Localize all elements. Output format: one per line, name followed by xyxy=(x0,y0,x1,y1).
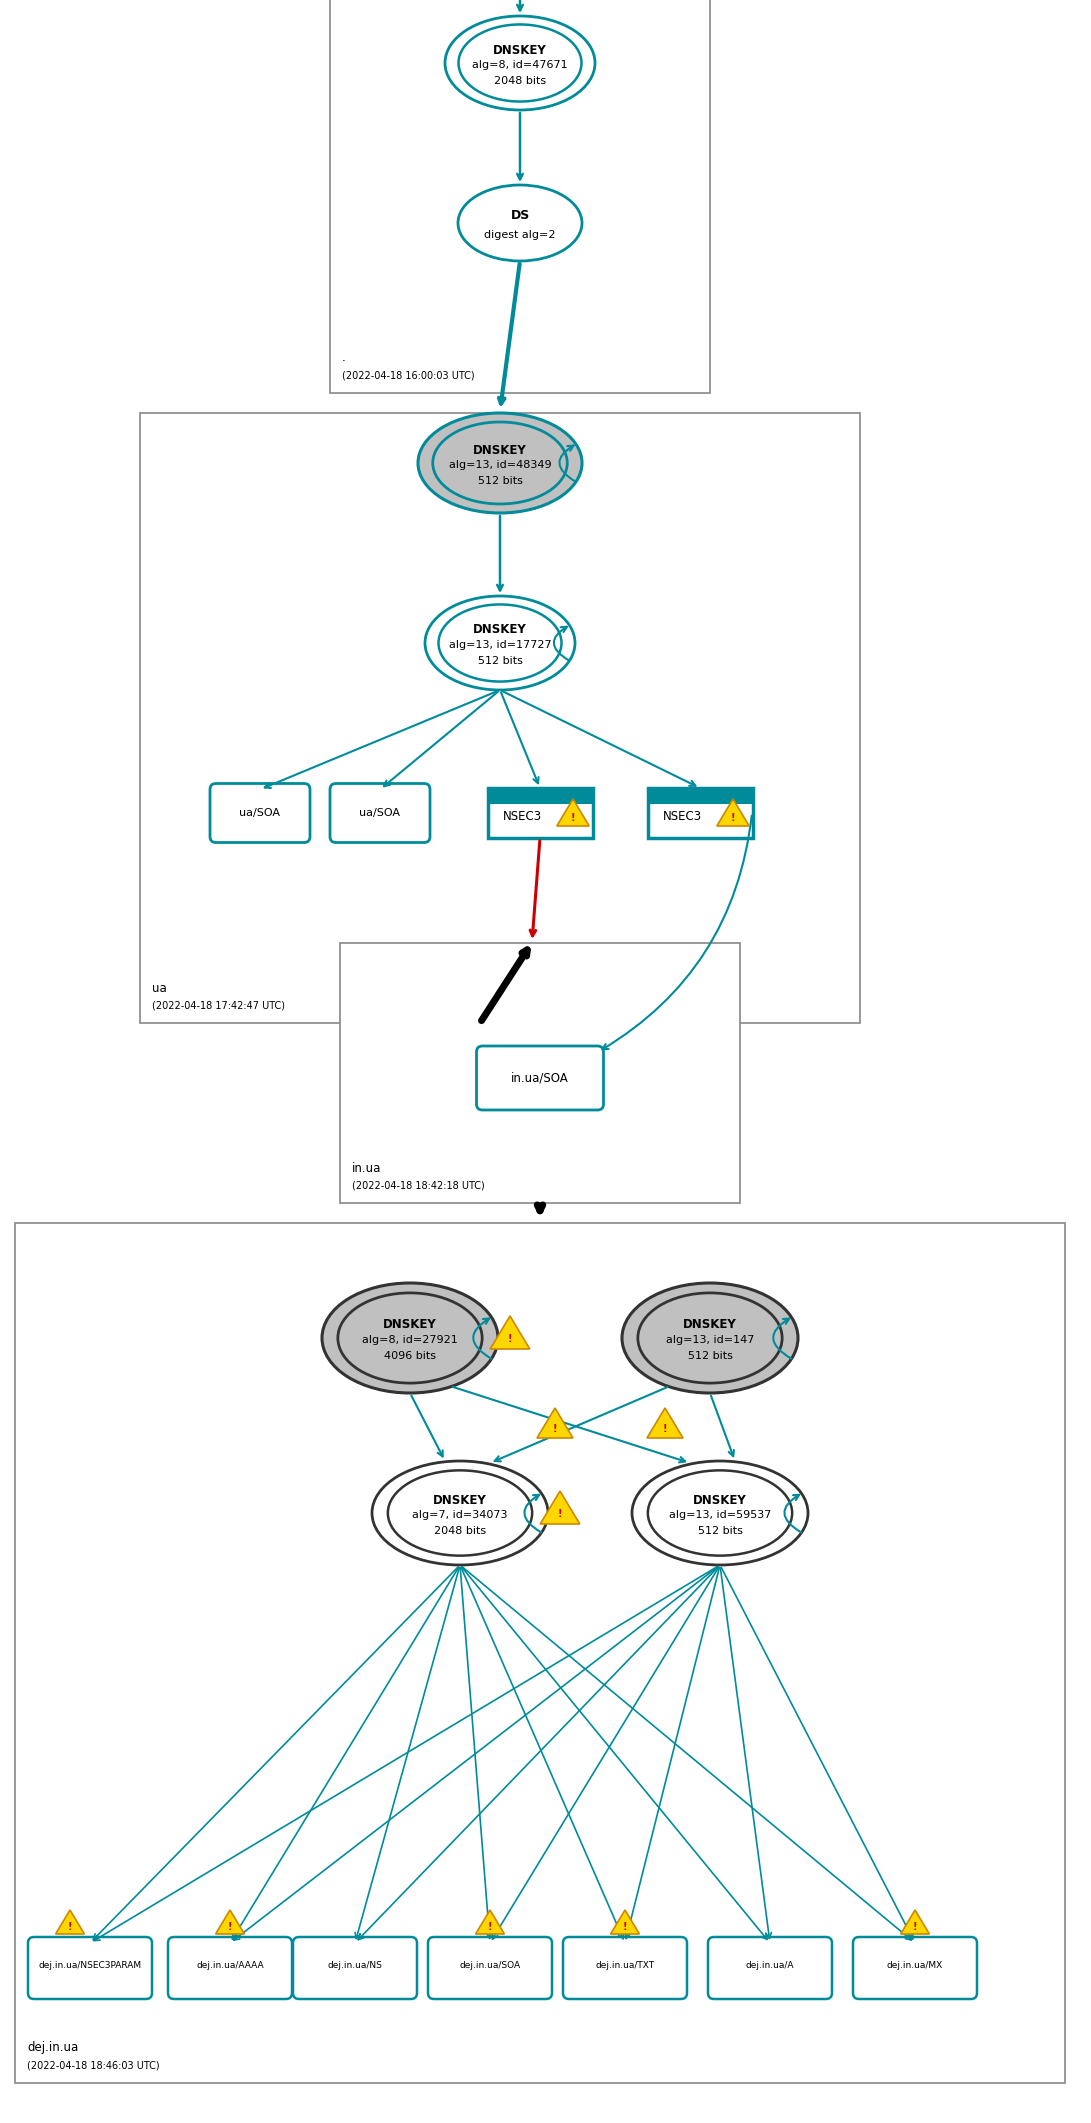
Text: dej.in.ua: dej.in.ua xyxy=(27,2042,79,2055)
Ellipse shape xyxy=(445,17,595,110)
Bar xyxy=(488,788,592,805)
Text: DNSKEY: DNSKEY xyxy=(473,444,527,456)
Ellipse shape xyxy=(338,1293,482,1382)
Polygon shape xyxy=(490,1316,530,1348)
FancyBboxPatch shape xyxy=(477,1047,603,1110)
Ellipse shape xyxy=(648,1471,792,1556)
Text: !: ! xyxy=(68,1921,72,1932)
Bar xyxy=(647,788,753,839)
Text: 4096 bits: 4096 bits xyxy=(384,1350,436,1361)
Text: !: ! xyxy=(553,1425,558,1433)
Text: 512 bits: 512 bits xyxy=(687,1350,732,1361)
Polygon shape xyxy=(717,798,750,826)
Text: DNSKEY: DNSKEY xyxy=(473,624,527,637)
Text: alg=13, id=48349: alg=13, id=48349 xyxy=(448,461,551,469)
Text: NSEC3: NSEC3 xyxy=(662,811,702,824)
Text: ua/SOA: ua/SOA xyxy=(360,809,400,817)
Ellipse shape xyxy=(418,414,582,514)
Text: alg=13, id=147: alg=13, id=147 xyxy=(666,1335,754,1346)
Text: DNSKEY: DNSKEY xyxy=(683,1318,736,1331)
Bar xyxy=(140,414,860,1023)
Ellipse shape xyxy=(622,1282,798,1393)
Ellipse shape xyxy=(638,1293,782,1382)
Text: in.ua: in.ua xyxy=(352,1161,382,1174)
Text: 512 bits: 512 bits xyxy=(697,1526,743,1537)
Text: (2022-04-18 18:42:18 UTC): (2022-04-18 18:42:18 UTC) xyxy=(352,1180,484,1191)
Ellipse shape xyxy=(439,605,562,681)
Text: DNSKEY: DNSKEY xyxy=(383,1318,436,1331)
Text: DNSKEY: DNSKEY xyxy=(433,1492,487,1507)
Text: alg=13, id=17727: alg=13, id=17727 xyxy=(448,639,551,650)
Text: dej.in.ua/AAAA: dej.in.ua/AAAA xyxy=(196,1962,264,1970)
Text: alg=13, id=59537: alg=13, id=59537 xyxy=(669,1509,771,1520)
Bar xyxy=(15,1223,1065,2083)
Text: dej.in.ua/SOA: dej.in.ua/SOA xyxy=(459,1962,520,1970)
FancyBboxPatch shape xyxy=(708,1936,832,2000)
Text: 512 bits: 512 bits xyxy=(478,656,523,667)
Text: 2048 bits: 2048 bits xyxy=(434,1526,487,1537)
Text: ua/SOA: ua/SOA xyxy=(240,809,280,817)
Text: DNSKEY: DNSKEY xyxy=(693,1492,747,1507)
Text: !: ! xyxy=(228,1921,232,1932)
FancyBboxPatch shape xyxy=(168,1936,292,2000)
FancyBboxPatch shape xyxy=(329,783,430,843)
Ellipse shape xyxy=(458,185,582,261)
Text: NSEC3: NSEC3 xyxy=(503,811,541,824)
Text: (2022-04-18 18:46:03 UTC): (2022-04-18 18:46:03 UTC) xyxy=(27,2059,159,2070)
Text: !: ! xyxy=(662,1425,668,1433)
Bar xyxy=(647,788,753,805)
FancyBboxPatch shape xyxy=(209,783,310,843)
Text: !: ! xyxy=(623,1921,627,1932)
Polygon shape xyxy=(537,1408,573,1437)
Polygon shape xyxy=(540,1490,579,1524)
Text: .: . xyxy=(341,352,346,365)
Ellipse shape xyxy=(372,1461,548,1565)
Text: alg=8, id=27921: alg=8, id=27921 xyxy=(362,1335,458,1346)
Text: in.ua/SOA: in.ua/SOA xyxy=(511,1072,568,1085)
Text: DS: DS xyxy=(511,208,529,221)
Text: DNSKEY: DNSKEY xyxy=(493,42,547,57)
Ellipse shape xyxy=(433,422,567,503)
Text: alg=8, id=47671: alg=8, id=47671 xyxy=(472,59,567,70)
Polygon shape xyxy=(647,1408,683,1437)
Polygon shape xyxy=(56,1911,84,1934)
Polygon shape xyxy=(611,1911,639,1934)
Polygon shape xyxy=(900,1911,930,1934)
Text: dej.in.ua/NS: dej.in.ua/NS xyxy=(327,1962,383,1970)
Text: 512 bits: 512 bits xyxy=(478,476,523,486)
Polygon shape xyxy=(476,1911,504,1934)
Text: dej.in.ua/A: dej.in.ua/A xyxy=(746,1962,794,1970)
FancyBboxPatch shape xyxy=(853,1936,978,2000)
Text: !: ! xyxy=(913,1921,918,1932)
Text: digest alg=2: digest alg=2 xyxy=(484,229,555,240)
Bar xyxy=(329,0,710,393)
Text: !: ! xyxy=(488,1921,492,1932)
FancyBboxPatch shape xyxy=(563,1936,687,2000)
Text: 2048 bits: 2048 bits xyxy=(494,76,547,87)
Text: !: ! xyxy=(558,1509,562,1520)
Text: (2022-04-18 17:42:47 UTC): (2022-04-18 17:42:47 UTC) xyxy=(152,1000,285,1011)
Polygon shape xyxy=(556,798,589,826)
Text: dej.in.ua/TXT: dej.in.ua/TXT xyxy=(596,1962,655,1970)
FancyBboxPatch shape xyxy=(428,1936,552,2000)
Ellipse shape xyxy=(425,597,575,690)
Text: (2022-04-18 16:00:03 UTC): (2022-04-18 16:00:03 UTC) xyxy=(341,369,475,380)
FancyBboxPatch shape xyxy=(28,1936,152,2000)
Text: !: ! xyxy=(731,813,735,824)
Ellipse shape xyxy=(458,25,582,102)
Text: ua: ua xyxy=(152,981,167,994)
Bar xyxy=(340,943,740,1204)
Text: alg=7, id=34073: alg=7, id=34073 xyxy=(412,1509,507,1520)
Ellipse shape xyxy=(322,1282,497,1393)
Polygon shape xyxy=(216,1911,244,1934)
Text: !: ! xyxy=(507,1333,513,1344)
Bar xyxy=(488,788,592,839)
Text: !: ! xyxy=(571,813,575,824)
Text: dej.in.ua/NSEC3PARAM: dej.in.ua/NSEC3PARAM xyxy=(38,1962,142,1970)
FancyBboxPatch shape xyxy=(293,1936,417,2000)
Ellipse shape xyxy=(387,1471,532,1556)
Text: dej.in.ua/MX: dej.in.ua/MX xyxy=(887,1962,943,1970)
Ellipse shape xyxy=(632,1461,808,1565)
